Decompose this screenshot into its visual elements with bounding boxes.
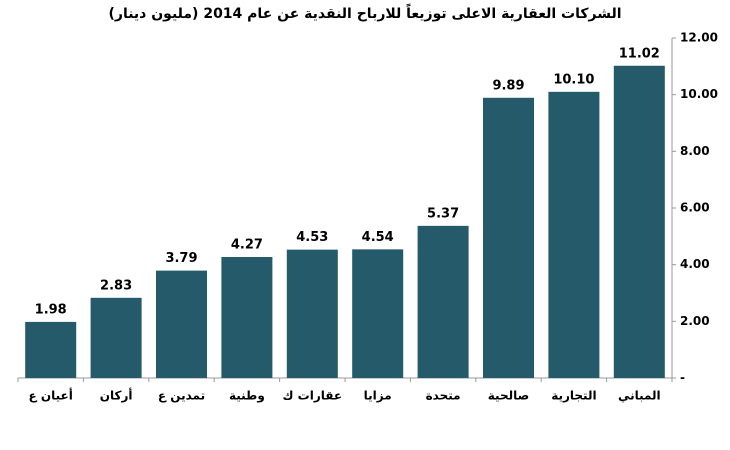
value-label: 5.37: [427, 206, 459, 221]
x-tick-label: وطنية: [229, 389, 265, 404]
x-tick-label: التجارية: [551, 389, 596, 403]
value-label: 1.98: [35, 302, 67, 317]
bar: [482, 97, 535, 379]
x-tick-label: عقارات ك: [282, 389, 342, 403]
x-tick-label: صالحية: [488, 389, 529, 403]
bar: [613, 65, 665, 379]
bar: [352, 249, 404, 378]
y-tick-label: 4.00: [680, 257, 710, 271]
value-label: 11.02: [619, 46, 660, 61]
value-label: 4.27: [231, 238, 263, 253]
y-tick-label: 2.00: [680, 314, 710, 328]
value-label: 2.83: [100, 278, 132, 293]
y-tick-label: -: [680, 371, 685, 385]
bar: [90, 297, 142, 378]
x-tick-label: مزايا: [364, 389, 392, 403]
x-tick-label: متحدة: [426, 389, 461, 403]
x-tick-label: أركان: [100, 388, 133, 403]
value-label: 10.10: [553, 72, 594, 87]
x-tick-label: أعيان ع: [29, 388, 73, 403]
x-tick-label: تمدين ع: [158, 389, 205, 403]
bar: [25, 321, 77, 378]
bar: [548, 91, 600, 378]
value-label: 4.53: [296, 230, 328, 245]
x-tick-label: المباني: [618, 389, 661, 403]
value-label: 9.89: [492, 78, 524, 93]
chart-title: الشركات العقارية الاعلى توزيعاً للارباح …: [108, 3, 621, 22]
bar: [221, 257, 273, 378]
y-tick-label: 10.00: [680, 87, 718, 101]
y-tick-label: 12.00: [680, 31, 718, 45]
bar: [417, 225, 469, 378]
y-tick-label: 8.00: [680, 144, 710, 158]
y-tick-label: 6.00: [680, 201, 710, 215]
value-label: 4.54: [362, 230, 394, 245]
bar: [155, 270, 208, 378]
value-label: 3.79: [165, 251, 197, 266]
bar: [286, 249, 338, 378]
